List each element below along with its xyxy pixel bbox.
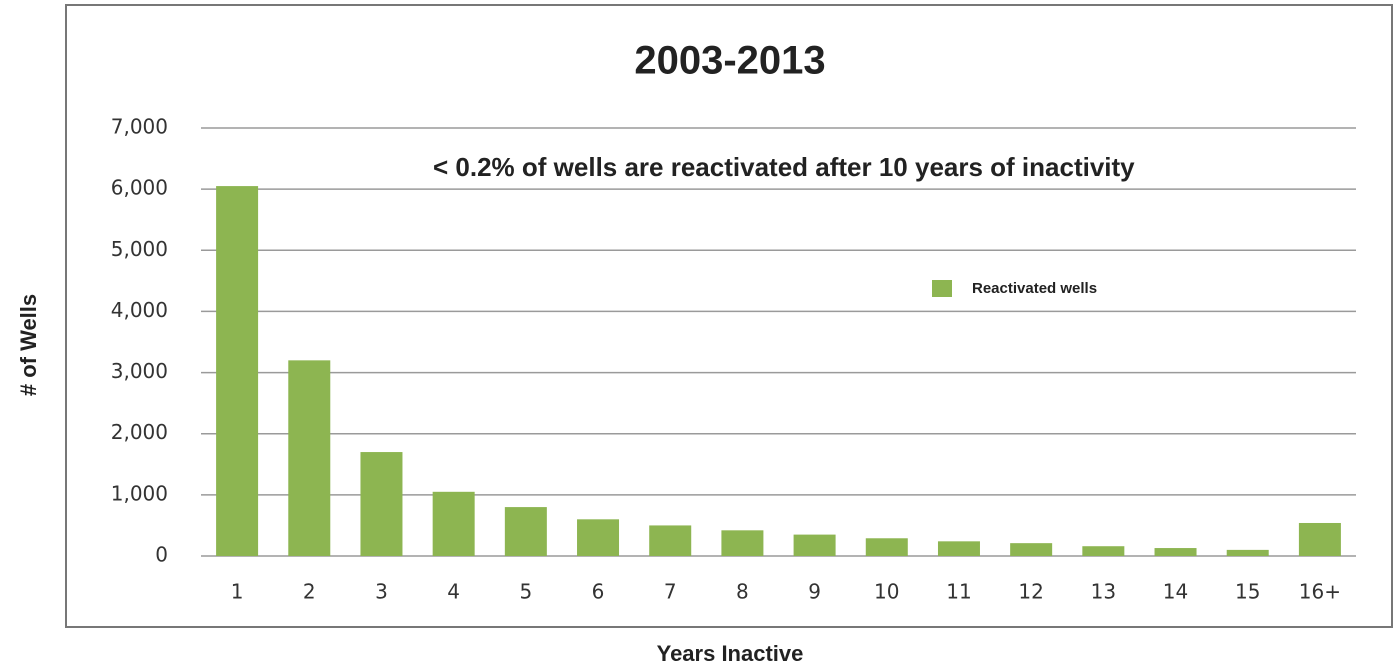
bar <box>288 360 331 556</box>
bar <box>865 538 908 556</box>
bar <box>577 519 620 556</box>
x-tick-label: 2 <box>303 580 316 604</box>
y-tick-label: 3,000 <box>111 359 168 383</box>
x-tick-label: 3 <box>375 580 388 604</box>
bar <box>504 507 547 556</box>
chart-frame <box>65 4 1393 628</box>
bar <box>1010 543 1053 556</box>
y-tick-label: 1,000 <box>111 481 168 505</box>
bar <box>1154 548 1197 556</box>
x-tick-label: 14 <box>1163 580 1188 604</box>
bar <box>793 534 836 556</box>
bar <box>649 525 692 556</box>
x-tick-label: 10 <box>874 580 899 604</box>
annotation: < 0.2% of wells are reactivated after 10… <box>433 152 1135 182</box>
y-tick-label: 7,000 <box>111 115 168 139</box>
y-tick-label: 4,000 <box>111 298 168 322</box>
x-tick-label: 5 <box>519 580 532 604</box>
x-tick-label: 9 <box>808 580 821 604</box>
y-tick-label: 6,000 <box>111 176 168 200</box>
y-tick-label: 0 <box>155 543 168 567</box>
x-tick-label: 15 <box>1235 580 1260 604</box>
bar <box>937 541 980 556</box>
x-tick-label: 4 <box>447 580 460 604</box>
bar <box>721 530 764 556</box>
x-tick-label: 7 <box>664 580 677 604</box>
y-tick-label: 2,000 <box>111 420 168 444</box>
bar <box>1298 522 1341 556</box>
chart-title: 2003-2013 <box>634 39 825 83</box>
legend-swatch <box>932 280 952 297</box>
x-tick-label: 16+ <box>1299 580 1341 604</box>
bar <box>216 186 259 557</box>
x-axis-label: Years Inactive <box>657 641 804 666</box>
x-tick-label: 13 <box>1091 580 1116 604</box>
legend-label: Reactivated wells <box>972 280 1097 297</box>
x-tick-label: 1 <box>231 580 244 604</box>
x-tick-label: 12 <box>1018 580 1043 604</box>
y-tick-label: 5,000 <box>111 237 168 261</box>
x-tick-label: 6 <box>592 580 605 604</box>
bar <box>360 452 403 556</box>
bar <box>1082 546 1125 556</box>
y-axis-label: # of Wells <box>16 294 41 396</box>
x-tick-label: 11 <box>946 580 971 604</box>
bar <box>432 491 475 556</box>
bar <box>1226 549 1269 556</box>
x-tick-label: 8 <box>736 580 749 604</box>
